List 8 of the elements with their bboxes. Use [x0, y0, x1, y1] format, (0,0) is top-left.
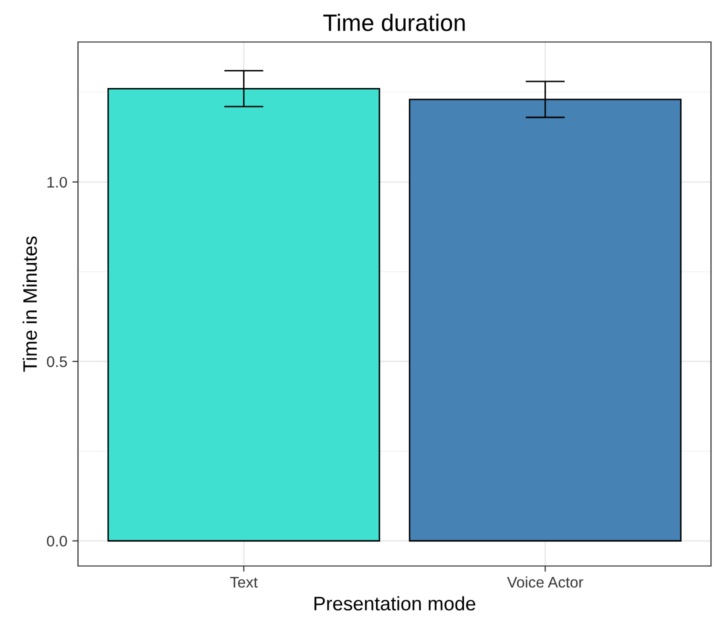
y-tick-label: 0.5 [46, 356, 67, 368]
x-tick-label: Text [230, 576, 258, 588]
x-axis-title: Presentation mode [314, 596, 476, 610]
chart-title: Time duration [323, 14, 465, 32]
y-tick-label: 0.0 [46, 536, 67, 547]
y-axis-title: Time in Minutes [22, 236, 37, 372]
y-tick-label: 1.0 [48, 176, 67, 188]
x-tick-label: Voice Actor [507, 576, 584, 588]
